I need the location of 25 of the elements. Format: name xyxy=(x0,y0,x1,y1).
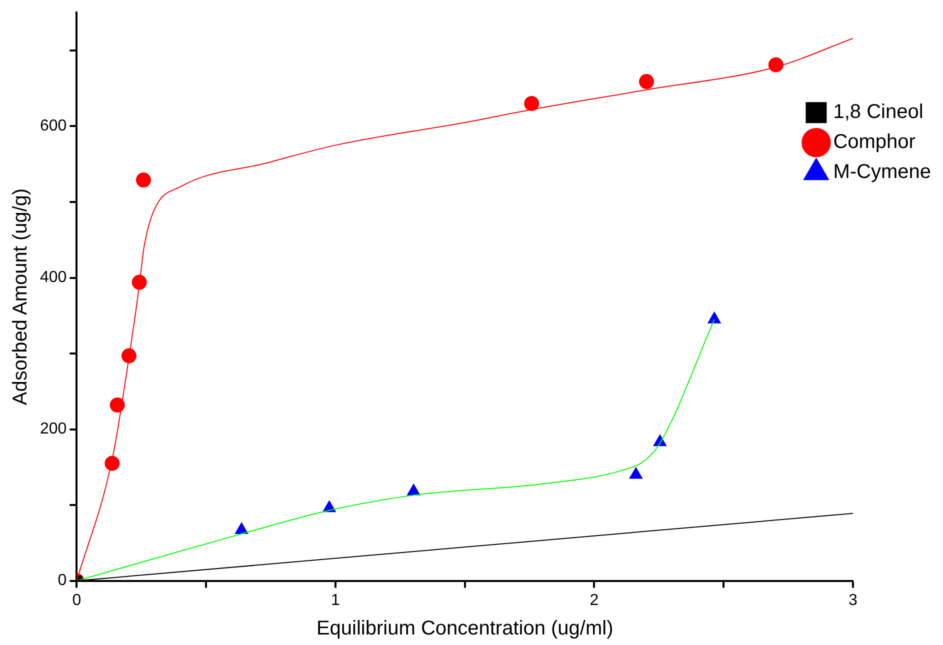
point xyxy=(121,348,136,364)
y-tick-label: 0 xyxy=(58,572,67,590)
y-tick-label: 200 xyxy=(40,420,67,438)
legend-label: 1,8 Cineol xyxy=(833,101,924,124)
x-tick-label: 3 xyxy=(848,592,858,609)
x-tick-label: 2 xyxy=(590,592,599,609)
point xyxy=(768,57,784,72)
point xyxy=(407,484,420,496)
legend-label: Comphor xyxy=(833,131,916,154)
point xyxy=(524,96,540,112)
x-tick-label: 0 xyxy=(72,592,82,609)
x-tick-label: 1 xyxy=(331,592,340,609)
point xyxy=(136,172,151,188)
legend-label: M-Cymene xyxy=(833,161,932,184)
x-axis-title: Equilibrium Concentration (ug/ml) xyxy=(316,618,614,640)
y-axis-title: Adsorbed Amount (ug/g) xyxy=(10,188,32,406)
point xyxy=(629,467,642,479)
point xyxy=(104,456,120,471)
point xyxy=(639,74,654,90)
point xyxy=(708,312,721,324)
point xyxy=(132,274,147,290)
point xyxy=(110,398,125,413)
point xyxy=(234,522,248,534)
y-tick-label: 400 xyxy=(40,269,67,286)
y-tick-label: 600 xyxy=(40,118,67,135)
